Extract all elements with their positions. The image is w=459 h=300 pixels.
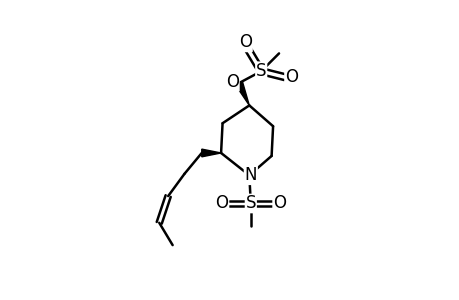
Text: N: N	[244, 166, 257, 184]
Text: O: O	[215, 194, 228, 212]
Text: O: O	[238, 33, 252, 51]
Polygon shape	[235, 82, 249, 105]
Text: S: S	[255, 62, 266, 80]
Polygon shape	[202, 149, 221, 157]
Text: S: S	[245, 194, 256, 212]
Text: O: O	[225, 73, 238, 91]
Text: O: O	[285, 68, 297, 86]
Text: O: O	[273, 194, 285, 212]
